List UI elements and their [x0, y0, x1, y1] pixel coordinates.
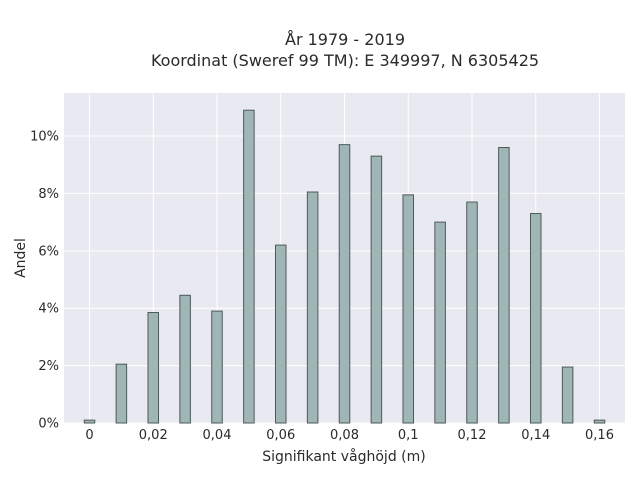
bar — [274, 244, 287, 424]
bar — [147, 312, 160, 424]
bar — [593, 419, 606, 424]
y-tick-label: 10% — [30, 130, 59, 145]
bar — [243, 109, 255, 424]
x-tick-label: 0,12 — [458, 428, 487, 443]
bars — [83, 109, 606, 424]
x-tick-label: 0,06 — [266, 428, 295, 443]
chart-title-line-1: År 1979 - 2019 — [285, 30, 405, 49]
x-tick-label: 0,16 — [585, 428, 614, 443]
x-tick-label: 0,1 — [398, 428, 419, 443]
x-tick-labels: 0 0,02 0,04 0,06 0,08 0,1 0,12 0,14 0,16 — [85, 428, 614, 443]
bar — [211, 310, 223, 424]
x-axis-label: Signifikant våghöjd (m) — [262, 448, 425, 465]
y-tick-labels: 0% 2% 4% 6% 8% 10% — [30, 130, 59, 432]
bar — [179, 294, 191, 424]
bar — [434, 221, 446, 424]
y-tick-label: 4% — [38, 302, 59, 317]
bar — [466, 201, 478, 424]
bar — [338, 144, 351, 424]
chart-title-line-2: Koordinat (Sweref 99 TM): E 349997, N 63… — [151, 51, 539, 70]
y-axis-label: Andel — [13, 238, 29, 278]
y-tick-label: 2% — [38, 359, 59, 374]
x-tick-label: 0,08 — [330, 428, 359, 443]
y-tick-label: 0% — [38, 417, 59, 432]
y-tick-label: 8% — [38, 187, 59, 202]
bar — [83, 419, 96, 424]
bar — [498, 147, 510, 424]
bar — [561, 366, 574, 424]
x-tick-label: 0,14 — [521, 428, 550, 443]
y-tick-label: 6% — [38, 244, 59, 259]
x-tick-label: 0,02 — [139, 428, 168, 443]
bar — [370, 155, 383, 424]
bar — [306, 191, 319, 424]
bar — [529, 213, 542, 424]
x-tick-label: 0,04 — [203, 428, 232, 443]
x-tick-label: 0 — [85, 428, 93, 443]
bar — [115, 363, 128, 424]
bar — [402, 194, 415, 424]
